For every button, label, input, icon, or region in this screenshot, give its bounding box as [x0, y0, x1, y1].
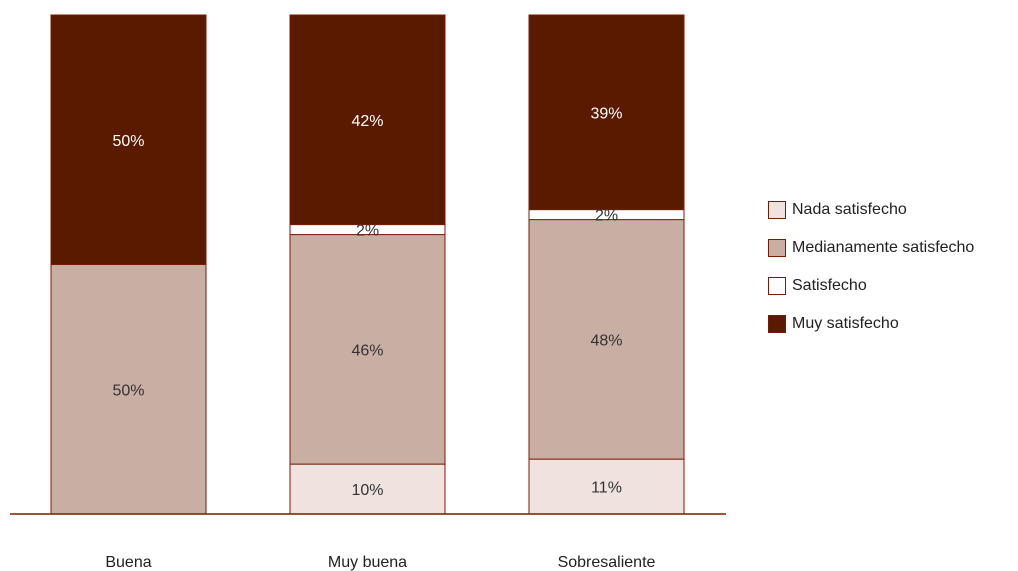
segment-value-label: 50%: [112, 382, 144, 399]
bar-segment-4-muy-buena: [289, 14, 446, 226]
legend-label: Medianamente satisfecho: [792, 238, 975, 256]
bar-segment-2-sobresaliente: [528, 219, 685, 460]
legend-swatch: [768, 238, 786, 257]
bar-segment-4-sobresaliente: [528, 14, 685, 211]
bar-segment-2-buena: [50, 264, 207, 515]
category-label-muy-buena: Muy buena: [328, 554, 407, 571]
category-label-buena: Buena: [105, 554, 151, 571]
legend-swatch: [768, 314, 786, 333]
segment-value-label: 11%: [591, 480, 622, 497]
legend-item-satisfecho: Satisfecho: [768, 276, 974, 295]
segment-value-label: 2%: [595, 208, 618, 225]
legend-swatch: [768, 276, 786, 295]
legend-swatch: [768, 200, 786, 219]
legend-label: Satisfecho: [792, 276, 867, 294]
legend-label: Nada satisfecho: [792, 200, 907, 218]
bars-group: [50, 14, 685, 515]
legend-item-muy-satisfecho: Muy satisfecho: [768, 314, 974, 333]
legend: Nada satisfecho Medianamente satisfecho …: [768, 200, 974, 352]
segment-labels-group: 50% 50% 10% 46% 2% 42% 11% 48% 2% 39%: [112, 105, 622, 499]
bar-segment-1-sobresaliente: [528, 458, 685, 515]
segment-value-label: 42%: [351, 113, 383, 130]
segment-value-label: 50%: [112, 133, 144, 150]
bar-segment-2-muy-buena: [289, 234, 446, 465]
segment-value-label: 10%: [351, 482, 383, 499]
category-label-sobresaliente: Sobresaliente: [558, 554, 656, 571]
legend-item-nada-satisfecho: Nada satisfecho: [768, 200, 974, 219]
segment-value-label: 2%: [356, 223, 379, 240]
legend-label: Muy satisfecho: [792, 314, 899, 332]
category-labels-group: Buena Muy buena Sobresaliente: [105, 554, 655, 571]
legend-item-medianamente-satisfecho: Medianamente satisfecho: [768, 238, 974, 257]
segment-value-label: 39%: [590, 105, 622, 122]
segment-value-label: 48%: [590, 332, 622, 349]
segment-value-label: 46%: [351, 342, 383, 359]
bar-segment-4-buena: [50, 14, 207, 265]
